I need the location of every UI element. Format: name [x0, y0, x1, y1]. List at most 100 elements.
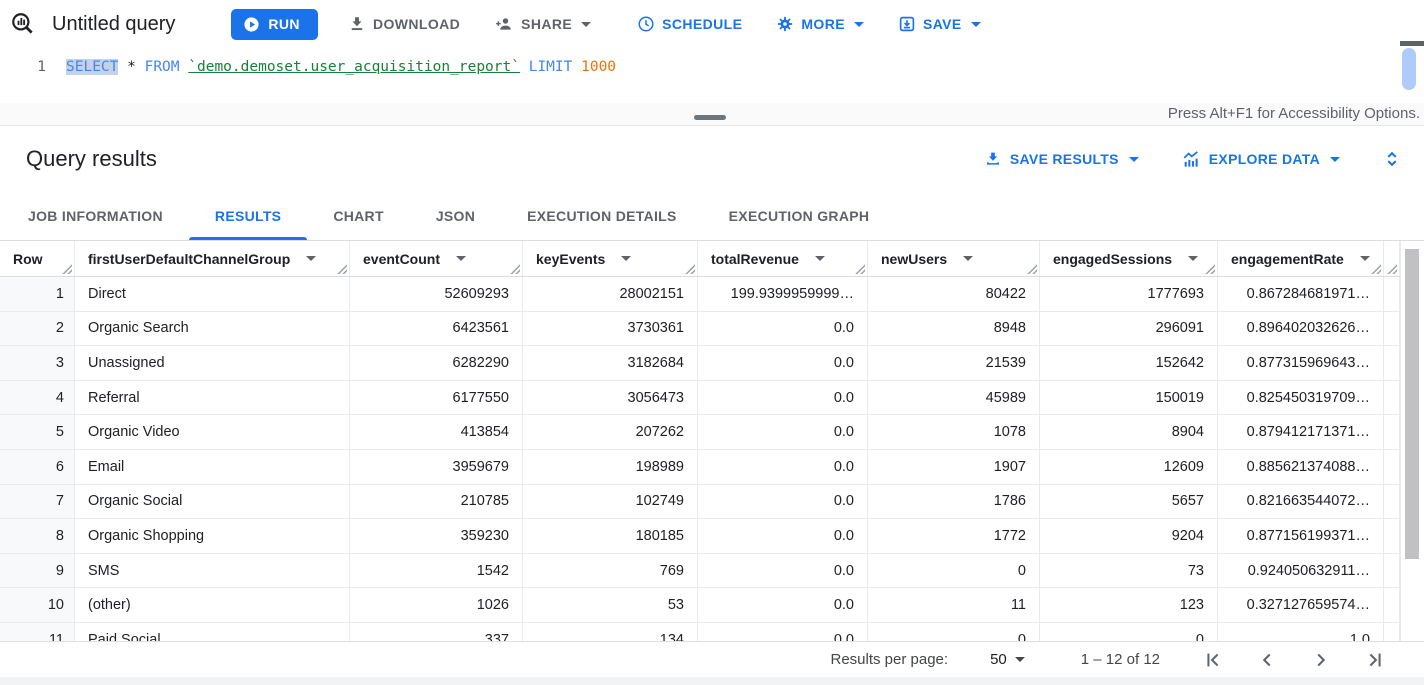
column-resize-handle[interactable] — [1387, 264, 1397, 274]
results-tab-bar: JOB INFORMATION RESULTS CHART JSON EXECUTION… — [0, 192, 1424, 241]
cell-engagedSessions: 5657 — [1040, 484, 1218, 519]
chevron-down-icon — [1128, 156, 1139, 162]
table-row: 11 Paid Social 337 134 0.0 0 0 1.0 — [0, 622, 1424, 641]
run-button[interactable]: RUN — [231, 8, 318, 40]
row-number: 8 — [0, 519, 75, 553]
column-header-newUsers[interactable]: newUsers — [868, 241, 1040, 276]
row-number: 9 — [0, 553, 75, 588]
column-resize-handle[interactable] — [337, 264, 347, 274]
explore-data-button[interactable]: EXPLORE DATA — [1181, 150, 1340, 169]
column-resize-handle[interactable] — [1371, 264, 1381, 274]
column-header-totalRevenue[interactable]: totalRevenue — [698, 241, 868, 276]
cell-totalRevenue: 0.0 — [698, 588, 868, 622]
cell-engagedSessions: 9204 — [1040, 519, 1218, 553]
column-label: firstUserDefaultChannelGroup — [88, 250, 291, 267]
sort-caret-icon[interactable] — [1188, 256, 1199, 261]
column-header-eventCount[interactable]: eventCount — [350, 241, 523, 276]
sort-caret-icon[interactable] — [306, 256, 317, 261]
next-page-icon[interactable] — [1310, 649, 1332, 671]
sql-limit-keyword: LIMIT — [528, 59, 573, 75]
query-icon — [12, 13, 33, 34]
tab-job-information[interactable]: JOB INFORMATION — [28, 208, 163, 224]
column-resize-handle[interactable] — [685, 264, 695, 274]
cell-keyEvents: 3056473 — [523, 380, 698, 415]
column-resize-handle[interactable] — [510, 264, 520, 274]
download-button[interactable]: DOWNLOAD — [348, 15, 460, 33]
sql-editor[interactable]: 1 SELECT * FROM `demo.demoset.user_acqui… — [0, 48, 1424, 103]
cell-engagementRate: 0.896402032626… — [1218, 311, 1384, 346]
accessibility-hint: Press Alt+F1 for Accessibility Options. — [1167, 105, 1420, 122]
column-header-engagedSessions[interactable]: engagedSessions — [1040, 241, 1218, 276]
cell-engagedSessions: 8904 — [1040, 415, 1218, 449]
tab-chart[interactable]: CHART — [333, 208, 384, 224]
splitter-drag-handle[interactable] — [694, 115, 726, 120]
sql-table-reference[interactable]: `demo.demoset.user_acquisition_report` — [188, 59, 520, 75]
table-row: 2 Organic Search 6423561 3730361 0.0 8948 2960… — [0, 311, 1424, 347]
sort-caret-icon[interactable] — [963, 256, 974, 261]
table-row: 6 Email 3959679 198989 0.0 1907 12609 0.8856213… — [0, 449, 1424, 485]
cell-newUsers: 1786 — [868, 484, 1040, 519]
cell-totalRevenue: 0.0 — [698, 311, 868, 346]
last-page-icon[interactable] — [1364, 649, 1386, 671]
tab-json[interactable]: JSON — [435, 208, 476, 224]
cell-totalRevenue: 0.0 — [698, 553, 868, 588]
cell-stub — [1384, 277, 1400, 311]
table-scrollbar-track[interactable] — [1400, 241, 1424, 641]
results-table: Row firstUserDefaultChannelGroup eventCoun… — [0, 241, 1424, 641]
cell-eventCount: 6282290 — [350, 346, 523, 380]
cell-stub — [1384, 622, 1400, 641]
cell-keyEvents: 28002151 — [523, 277, 698, 311]
cell-engagementRate: 0.327127659574… — [1218, 588, 1384, 622]
sort-caret-icon[interactable] — [1359, 256, 1370, 261]
row-number: 5 — [0, 415, 75, 449]
cell-totalRevenue: 0.0 — [698, 380, 868, 415]
column-label: Row — [13, 250, 43, 267]
share-button[interactable]: SHARE — [494, 15, 592, 33]
cell-totalRevenue: 0.0 — [698, 449, 868, 484]
schedule-button[interactable]: SCHEDULE — [637, 15, 742, 33]
sql-code: SELECT * FROM `demo.demoset.user_acquisi… — [66, 59, 617, 75]
column-resize-handle[interactable] — [1205, 264, 1215, 274]
editor-scrollbar-thumb[interactable] — [1402, 48, 1416, 90]
cell-stub — [1384, 484, 1400, 519]
cell-firstUserDefaultChannelGroup: (other) — [75, 588, 350, 622]
results-per-page-label: Results per page: — [830, 651, 949, 668]
cell-engagementRate: 0.825450319709… — [1218, 380, 1384, 415]
first-page-icon[interactable] — [1202, 649, 1224, 671]
sort-caret-icon[interactable] — [456, 256, 466, 261]
cell-eventCount: 337 — [350, 622, 523, 641]
line-number: 1 — [37, 59, 46, 75]
column-resize-handle[interactable] — [1027, 264, 1037, 274]
table-scrollbar-thumb[interactable] — [1405, 249, 1419, 559]
page-title: Untitled query — [52, 12, 176, 35]
cell-stub — [1384, 519, 1400, 553]
cell-eventCount: 1542 — [350, 553, 523, 588]
prev-page-icon[interactable] — [1256, 649, 1278, 671]
cell-engagedSessions: 73 — [1040, 553, 1218, 588]
tab-execution-details[interactable]: EXECUTION DETAILS — [527, 208, 677, 224]
column-header-engagementRate[interactable]: engagementRate — [1218, 241, 1384, 276]
results-header: Query results SAVE RESULTS EXPLORE D — [0, 126, 1424, 192]
sort-caret-icon[interactable] — [814, 256, 825, 261]
table-row: 5 Organic Video 413854 207262 0.0 1078 8904 0.8… — [0, 415, 1424, 450]
cell-newUsers: 1078 — [868, 415, 1040, 449]
sort-caret-icon[interactable] — [621, 256, 632, 261]
column-header-Row[interactable]: Row — [0, 241, 75, 276]
column-header-firstUserDefaultChannelGroup[interactable]: firstUserDefaultChannelGroup — [75, 241, 350, 276]
cell-keyEvents: 102749 — [523, 484, 698, 519]
page-size-select[interactable]: 50 — [990, 651, 1025, 668]
more-button[interactable]: MORE — [776, 15, 864, 33]
column-resize-handle[interactable] — [62, 264, 72, 274]
save-results-button[interactable]: SAVE RESULTS — [984, 150, 1139, 168]
editor-overview-mark — [1400, 41, 1424, 46]
tab-results[interactable]: RESULTS — [188, 192, 308, 240]
tab-execution-graph[interactable]: EXECUTION GRAPH — [728, 208, 870, 224]
column-header-keyEvents[interactable]: keyEvents — [523, 241, 698, 276]
cell-totalRevenue: 0.0 — [698, 519, 868, 553]
collapse-results-icon[interactable] — [1382, 148, 1402, 170]
save-button[interactable]: SAVE — [898, 15, 981, 33]
column-resize-handle[interactable] — [855, 264, 865, 274]
splitter-bar: Press Alt+F1 for Accessibility Options. — [0, 103, 1424, 126]
cell-firstUserDefaultChannelGroup: SMS — [75, 553, 350, 588]
